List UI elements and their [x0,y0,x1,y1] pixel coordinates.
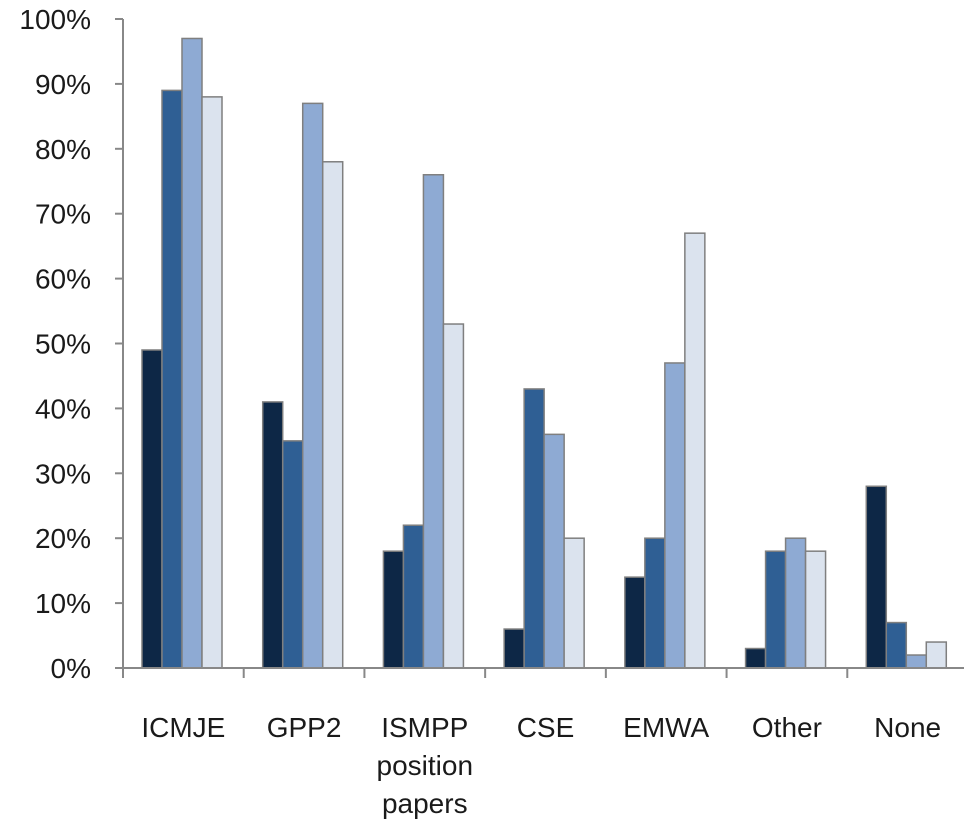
bar [382,550,405,669]
y-tick-label: 40% [35,393,91,424]
bar [804,550,827,669]
y-tick-label: 50% [35,329,91,360]
bar [865,485,888,669]
x-category-label-line: ICMJE [141,712,225,743]
bar [281,440,304,669]
y-tick-label: 100% [19,4,91,35]
x-category-label-line: None [874,712,941,743]
y-tick-label: 90% [35,69,91,100]
x-category-label: GPP2 [267,712,342,743]
bar [644,537,666,669]
x-axis: ICMJE GPP2 ISMPP position papers CSE EMWA Other… [122,667,964,819]
bar [744,647,767,669]
bar [422,174,445,669]
bar [503,628,525,669]
x-category-label: Other [752,712,822,743]
bar [885,621,908,669]
y-tick-label: 20% [35,523,91,554]
bar [523,388,545,669]
bar [664,362,686,669]
bar [925,641,948,669]
bars [141,37,948,669]
bar [543,433,565,669]
x-category-label-line: position [377,750,474,781]
x-category-label-line: GPP2 [267,712,342,743]
bar [301,102,324,669]
bar [201,96,223,669]
bar [905,654,928,669]
x-category-label-line: ISMPP [381,712,468,743]
y-tick-label: 0% [51,653,91,684]
bar [161,89,183,669]
y-tick-label: 70% [35,199,91,230]
bar [402,524,425,669]
x-category-label: ICMJE [141,712,225,743]
bar [684,232,706,669]
bar [141,349,163,669]
y-tick-label: 80% [35,134,91,165]
bar [321,161,344,669]
y-axis: 0% 10% 20% 30% 40% 50% 60% 70% 80% 90% 100% [19,4,124,684]
bar [624,576,646,669]
y-tick-label: 60% [35,264,91,295]
x-category-label-line: papers [382,788,468,819]
x-category-label-line: CSE [517,712,575,743]
bar [442,323,465,669]
bar [764,550,787,669]
bar [784,537,807,669]
y-tick-label: 10% [35,588,91,619]
x-category-label-line: Other [752,712,822,743]
bar [563,537,585,669]
bar [181,37,203,669]
x-category-label: CSE [517,712,575,743]
bar [261,401,284,669]
x-category-label: None [874,712,941,743]
x-category-label: ISMPP position papers [377,712,474,819]
x-category-label-line: EMWA [623,712,709,743]
y-tick-label: 30% [35,458,91,489]
x-category-label: EMWA [623,712,709,743]
